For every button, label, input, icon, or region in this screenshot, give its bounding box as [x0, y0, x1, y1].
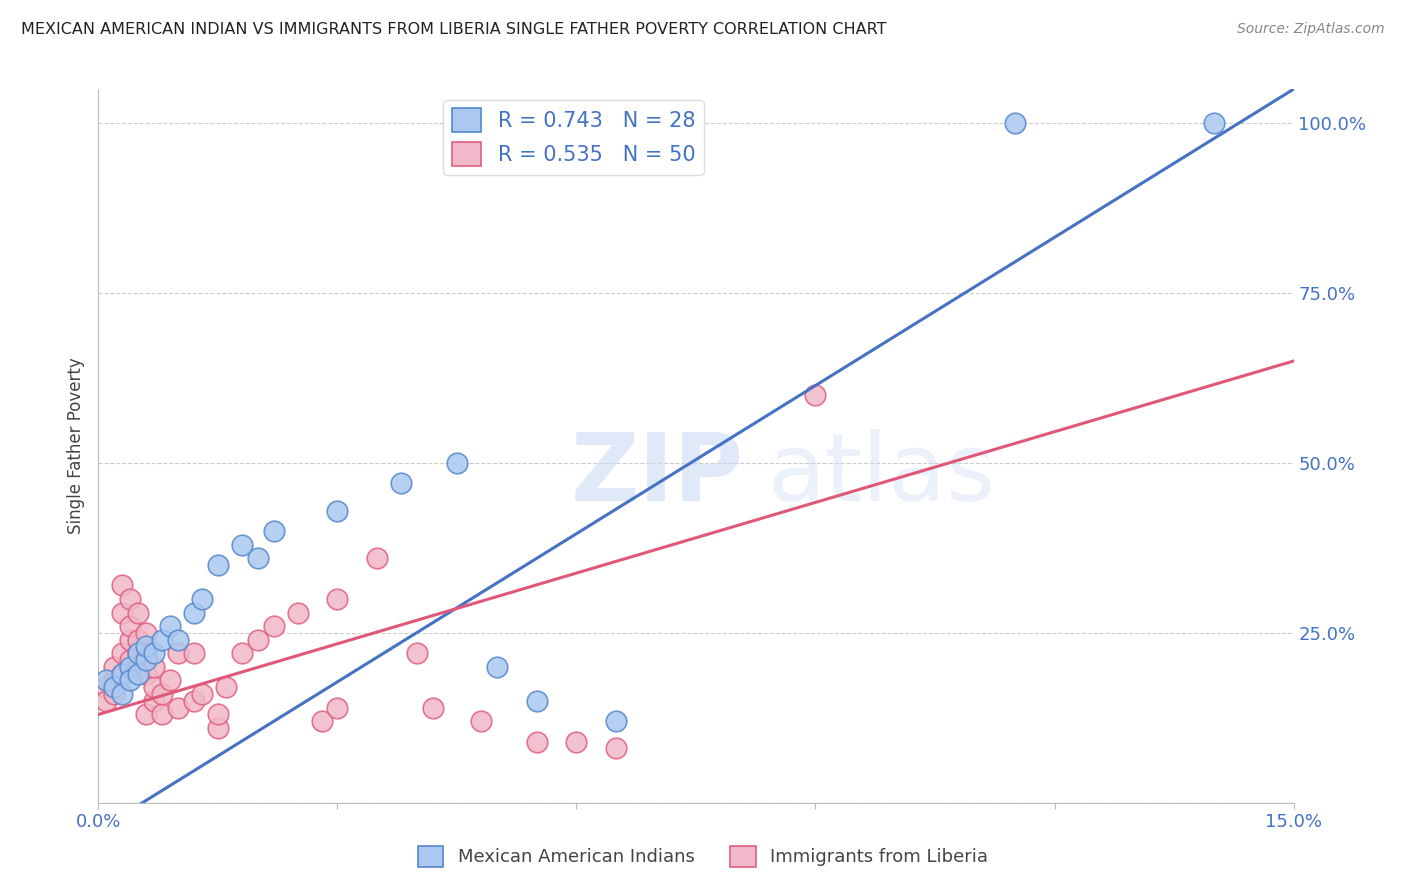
Point [111, 646, 134, 660]
Point [446, 456, 468, 470]
Point [231, 646, 253, 660]
Point [150, 707, 173, 722]
Point [326, 700, 349, 714]
Y-axis label: Single Father Poverty: Single Father Poverty [67, 358, 86, 534]
Point [120, 673, 142, 688]
Point [287, 606, 309, 620]
Point [246, 551, 269, 566]
Point [135, 707, 157, 722]
Point [135, 626, 157, 640]
Point [311, 714, 333, 729]
Point [366, 551, 388, 566]
Point [485, 660, 508, 674]
Point [143, 660, 166, 674]
Text: Source: ZipAtlas.com: Source: ZipAtlas.com [1237, 22, 1385, 37]
Point [127, 632, 149, 647]
Point [96, 673, 118, 688]
Point [127, 646, 149, 660]
Point [143, 646, 166, 660]
Text: atlas: atlas [768, 428, 995, 521]
Point [120, 591, 142, 606]
Point [120, 653, 142, 667]
Point [135, 666, 157, 681]
Point [1202, 116, 1225, 130]
Point [183, 646, 205, 660]
Point [470, 714, 492, 729]
Point [263, 524, 285, 538]
Point [191, 591, 214, 606]
Point [326, 503, 349, 517]
Point [120, 632, 142, 647]
Point [127, 646, 149, 660]
Point [207, 707, 229, 722]
Point [111, 666, 134, 681]
Point [150, 687, 173, 701]
Point [422, 700, 444, 714]
Point [207, 558, 229, 572]
Point [96, 694, 118, 708]
Point [159, 619, 181, 633]
Point [135, 646, 157, 660]
Point [111, 578, 134, 592]
Point [111, 606, 134, 620]
Point [389, 476, 412, 491]
Point [120, 660, 142, 674]
Point [326, 591, 349, 606]
Point [1004, 116, 1026, 130]
Point [191, 687, 214, 701]
Point [127, 606, 149, 620]
Point [167, 632, 190, 647]
Point [135, 640, 157, 654]
Point [526, 694, 548, 708]
Point [135, 653, 157, 667]
Point [143, 680, 166, 694]
Point [127, 666, 149, 681]
Point [143, 694, 166, 708]
Point [246, 632, 269, 647]
Point [565, 734, 588, 748]
Point [263, 619, 285, 633]
Point [215, 680, 238, 694]
Point [103, 680, 125, 694]
Point [605, 714, 627, 729]
Point [183, 694, 205, 708]
Point [167, 646, 190, 660]
Point [120, 619, 142, 633]
Point [150, 632, 173, 647]
Point [111, 687, 134, 701]
Text: ZIP: ZIP [571, 428, 744, 521]
Legend: R = 0.743   N = 28, R = 0.535   N = 50: R = 0.743 N = 28, R = 0.535 N = 50 [443, 100, 703, 175]
Point [127, 660, 149, 674]
Point [231, 537, 253, 551]
Point [406, 646, 429, 660]
Point [103, 660, 125, 674]
Point [605, 741, 627, 756]
Point [96, 680, 118, 694]
Point [526, 734, 548, 748]
Text: MEXICAN AMERICAN INDIAN VS IMMIGRANTS FROM LIBERIA SINGLE FATHER POVERTY CORRELA: MEXICAN AMERICAN INDIAN VS IMMIGRANTS FR… [21, 22, 887, 37]
Point [183, 606, 205, 620]
Point [103, 687, 125, 701]
Point [207, 721, 229, 735]
Point [167, 700, 190, 714]
Point [159, 673, 181, 688]
Point [804, 388, 827, 402]
Point [103, 673, 125, 688]
Legend: Mexican American Indians, Immigrants from Liberia: Mexican American Indians, Immigrants fro… [411, 838, 995, 874]
Point [111, 666, 134, 681]
